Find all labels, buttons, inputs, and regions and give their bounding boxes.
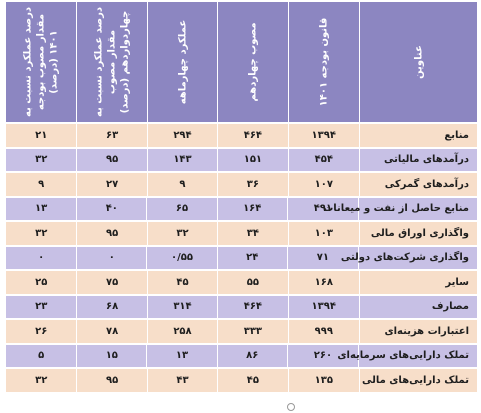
cell-pct-budget: ۳۲ — [35, 227, 48, 239]
cell-approved: ۸۶ — [216, 344, 287, 367]
cell-pct-approved: ۱۵ — [76, 344, 146, 367]
table-row: منابع ۱۳۹۴ ۴۶۴ ۲۹۴ ۶۳ ۲۱ — [6, 122, 477, 147]
cell-performance: ۴۳ — [146, 369, 217, 392]
cell-pct-approved: ۴۰ — [76, 197, 146, 220]
cell-approved: ۳۳۳ — [217, 320, 287, 343]
cell-approved: ۱۵۱ — [217, 148, 287, 171]
cell-pct-budget: ۲۶ — [35, 325, 48, 337]
cell-approved: ۵۵ — [217, 271, 287, 294]
row-label: منابع حاصل از نفت و میعانات — [323, 197, 477, 220]
row-label: درآمدهای گمرکی — [358, 173, 477, 196]
header-pct-approved-text: درصد عملکرد نسبت به مقدار مصوب چهاردوارد… — [93, 7, 131, 117]
cell-pct-approved: ۹۵ — [76, 222, 146, 245]
row-label: سایر — [358, 271, 477, 294]
cell-pct-budget: ۳۲ — [35, 374, 48, 386]
cell-budget-law: ۷۱ — [286, 246, 358, 269]
cell-pct-approved: ۶۸ — [76, 295, 146, 318]
budget-table: عناوین قانون بودجه ۱۴۰۱ مصوب چهاردهم عمل… — [6, 2, 477, 392]
table-header: عناوین قانون بودجه ۱۴۰۱ مصوب چهاردهم عمل… — [6, 2, 477, 122]
cell-approved: ۲۴ — [216, 246, 287, 269]
header-cell-pct-of-approved: درصد عملکرد نسبت به مقدار مصوب چهاردوارد… — [76, 2, 146, 122]
cell-budget-law: ۲۶۰ — [286, 344, 358, 367]
row-label: مصارف — [358, 295, 477, 318]
table-row: واگذاری شرکت‌های دولتی ۷۱ ۲۴ ۰/۵۵ ۰ ۰ — [6, 244, 477, 269]
cell-pct-approved: ۶۳ — [76, 124, 146, 147]
cell-approved: ۴۵ — [217, 369, 287, 392]
table-row: تملک دارایی‌های مالی ۱۳۵ ۴۵ ۴۳ ۹۵ ۳۲ — [6, 367, 477, 392]
row-label: منابع — [358, 124, 477, 147]
header-pct-budget-text: درصد عملکرد نسبت به مقدار مصوب بودجه ۱۴۰… — [22, 7, 60, 117]
cell-pct-approved: ۷۵ — [76, 271, 146, 294]
cell-performance: ۱۳ — [146, 344, 216, 367]
cell-budget-law: ۱۳۵ — [287, 369, 359, 392]
table-row: مصارف ۱۳۹۴ ۴۶۴ ۳۱۴ ۶۸ ۲۳ — [6, 293, 477, 318]
registration-mark-icon — [287, 403, 295, 411]
cell-pct-budget: ۱۳ — [35, 203, 48, 215]
cell-approved: ۳۴ — [217, 222, 287, 245]
header-budget-law-text: قانون بودجه ۱۴۰۱ — [318, 17, 330, 107]
header-cell-four-month-performance: عملکرد چهارماهه — [146, 2, 217, 122]
header-performance-text: عملکرد چهارماهه — [177, 19, 188, 105]
row-label: واگذاری اوراق مالی — [358, 222, 477, 245]
header-approved-text: مصوب چهاردهم — [247, 22, 259, 102]
cell-approved: ۳۶ — [217, 173, 287, 196]
cell-performance: ۰/۵۵ — [146, 246, 216, 269]
cell-budget-law: ۱۰۳ — [287, 222, 359, 245]
cell-performance: ۶۵ — [146, 197, 216, 220]
cell-budget-law: ۹۹۹ — [287, 320, 359, 343]
cell-performance: ۹ — [146, 173, 217, 196]
table-row: واگذاری اوراق مالی ۱۰۳ ۳۴ ۳۲ ۹۵ ۳۲ — [6, 220, 477, 245]
cell-pct-approved: ۲۷ — [76, 173, 146, 196]
cell-pct-budget: ۲۱ — [35, 129, 48, 141]
cell-pct-budget: ۳۲ — [35, 154, 48, 166]
row-label: اعتبارات هزینه‌ای — [358, 320, 477, 343]
cell-pct-budget: ۵ — [38, 350, 45, 362]
row-label: تملک دارایی‌های سرمایه‌ای — [337, 344, 477, 367]
table-row: درآمدهای مالیاتی ۴۵۴ ۱۵۱ ۱۴۳ ۹۵ ۳۲ — [6, 146, 477, 171]
cell-pct-budget: ۲۳ — [35, 301, 48, 313]
row-label: تملک دارایی‌های مالی — [358, 369, 477, 392]
header-titles-text: عناوین — [413, 45, 424, 79]
cell-pct-approved: ۹۵ — [76, 369, 146, 392]
table-row: تملک دارایی‌های سرمایه‌ای ۲۶۰ ۸۶ ۱۳ ۱۵ ۵ — [6, 342, 477, 367]
row-label: واگذاری شرکت‌های دولتی — [341, 246, 477, 269]
cell-performance: ۳۲ — [146, 222, 217, 245]
cell-pct-approved: ۷۸ — [76, 320, 146, 343]
cell-performance: ۴۵ — [146, 271, 217, 294]
cell-performance: ۱۴۳ — [146, 148, 217, 171]
cell-pct-budget: ۲۵ — [35, 276, 48, 288]
row-label: درآمدهای مالیاتی — [358, 148, 477, 171]
cell-budget-law: ۴۵۴ — [287, 148, 359, 171]
cell-pct-approved: ۹۵ — [76, 148, 146, 171]
cell-performance: ۲۵۸ — [146, 320, 217, 343]
table-row: درآمدهای گمرکی ۱۰۷ ۳۶ ۹ ۲۷ ۹ — [6, 171, 477, 196]
cell-budget-law: ۱۳۹۴ — [287, 124, 359, 147]
header-cell-titles: عناوین — [359, 2, 477, 122]
table-row: اعتبارات هزینه‌ای ۹۹۹ ۳۳۳ ۲۵۸ ۷۸ ۲۶ — [6, 318, 477, 343]
cell-approved: ۱۶۴ — [216, 197, 287, 220]
cell-pct-approved: ۰ — [76, 246, 146, 269]
cell-budget-law: ۱۶۸ — [287, 271, 359, 294]
cell-pct-budget: ۹ — [38, 178, 45, 190]
header-cell-budget-law: قانون بودجه ۱۴۰۱ — [287, 2, 359, 122]
cell-approved: ۴۶۴ — [217, 124, 287, 147]
table-row: سایر ۱۶۸ ۵۵ ۴۵ ۷۵ ۲۵ — [6, 269, 477, 294]
header-cell-approved: مصوب چهاردهم — [217, 2, 287, 122]
cell-budget-law: ۱۰۷ — [287, 173, 359, 196]
cell-pct-budget: ۰ — [38, 252, 45, 264]
header-cell-pct-of-budget: درصد عملکرد نسبت به مقدار مصوب بودجه ۱۴۰… — [6, 2, 76, 122]
cell-approved: ۴۶۴ — [217, 295, 287, 318]
cell-performance: ۲۹۴ — [146, 124, 217, 147]
cell-performance: ۳۱۴ — [146, 295, 217, 318]
table-row: منابع حاصل از نفت و میعانات ۴۹۱ ۱۶۴ ۶۵ ۴… — [6, 195, 477, 220]
cell-budget-law: ۴۹۱ — [286, 197, 358, 220]
cell-budget-law: ۱۳۹۴ — [287, 295, 359, 318]
